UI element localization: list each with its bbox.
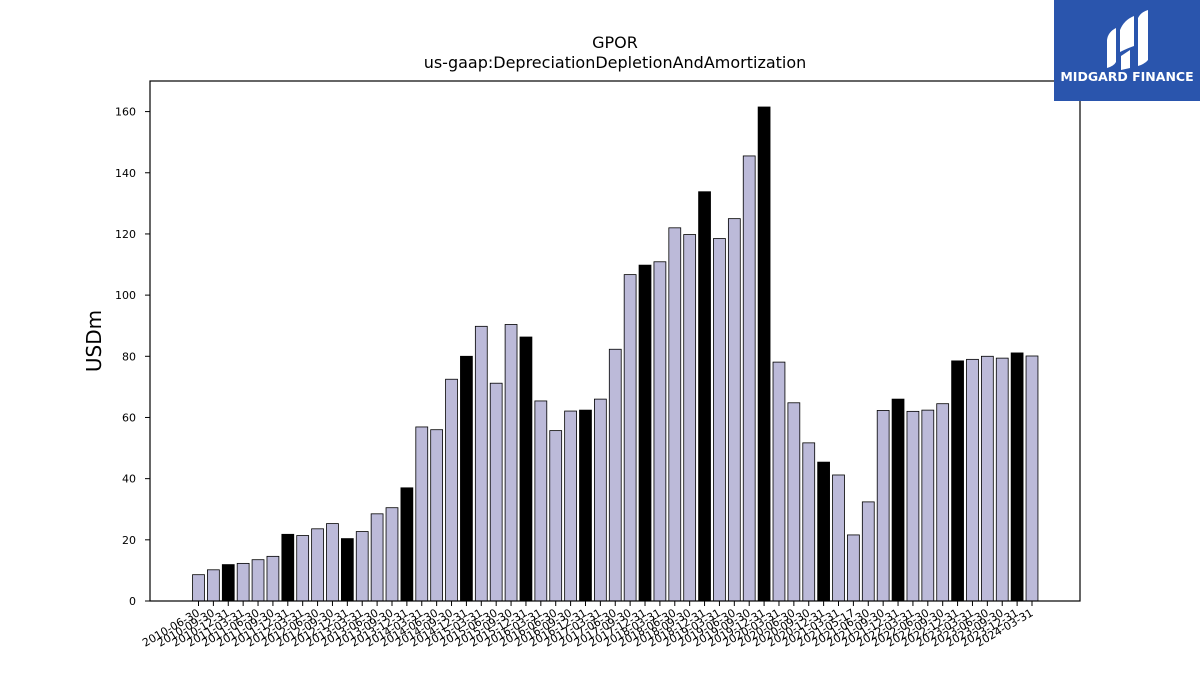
bar-2021-05-17 — [847, 534, 860, 602]
y-tick-label: 100 — [115, 289, 136, 302]
y-ticks-group: 0 20 40 60 80 100 120 140 160 — [115, 106, 150, 608]
y-tick-label: 20 — [122, 534, 136, 547]
bar-2023-09-30 — [995, 357, 1009, 602]
bar-2021-09-30 — [876, 410, 890, 602]
bar-2015-12-31 — [519, 336, 533, 602]
y-tick-label: 0 — [129, 595, 136, 608]
bar-2019-09-30 — [742, 155, 756, 602]
bars-group — [192, 106, 1039, 602]
bar-2018-12-31 — [698, 191, 711, 602]
bar-2020-06-30 — [787, 402, 801, 602]
bar-2012-09-30 — [326, 523, 339, 602]
midgard-logo-icon — [1107, 10, 1148, 70]
bar-2017-03-31 — [594, 398, 607, 602]
bar-2016-12-31 — [579, 409, 592, 602]
bar-2016-03-31 — [534, 400, 548, 602]
bar-2012-12-31 — [340, 538, 354, 602]
bar-2017-06-30 — [608, 348, 622, 602]
bar-2011-06-30 — [251, 559, 265, 602]
bar-2020-12-31 — [817, 461, 830, 602]
bar-2015-09-30 — [504, 324, 518, 602]
bar-2015-06-30 — [489, 382, 503, 602]
y-axis-label: USDm — [82, 310, 106, 372]
y-tick-label: 80 — [122, 350, 136, 363]
bar-2014-06-30 — [430, 429, 444, 602]
bar-2013-03-31 — [355, 531, 369, 602]
bar-2018-09-30 — [683, 234, 697, 602]
brand-logo[interactable]: MIDGARD FINANCE — [1054, 0, 1200, 101]
brand-logo-background — [1054, 0, 1200, 101]
bar-2015-03-31 — [474, 325, 488, 602]
y-tick-label: 160 — [115, 106, 136, 119]
y-tick-label: 60 — [122, 411, 136, 424]
bar-2017-12-31 — [638, 264, 652, 602]
bar-2014-03-31 — [415, 426, 429, 602]
chart-title: GPOR — [592, 33, 638, 52]
bar-2013-06-30 — [370, 513, 384, 602]
bar-2023-12-31 — [1010, 352, 1024, 602]
bar-2022-12-31 — [951, 360, 964, 602]
bar-2011-12-31 — [281, 533, 295, 602]
bar-2014-09-30 — [445, 378, 458, 602]
bar-2013-12-31 — [400, 487, 414, 602]
bar-2011-03-31 — [236, 562, 250, 602]
plot-frame — [149, 80, 1081, 602]
bar-2022-09-30 — [936, 403, 950, 602]
bar-2010-12-31 — [221, 564, 235, 602]
bar-2012-06-30 — [311, 528, 324, 602]
brand-name: MIDGARD FINANCE — [1060, 69, 1193, 84]
bar-2023-06-30 — [980, 355, 994, 602]
bar-2010-09-30 — [207, 569, 220, 602]
bar-2018-03-31 — [653, 261, 667, 602]
y-tick-label: 140 — [115, 167, 136, 180]
bar-2021-12-31 — [891, 398, 905, 602]
chart-subtitle: us-gaap:DepreciationDepletionAndAmortiza… — [424, 53, 807, 72]
bar-2019-06-30 — [727, 218, 741, 602]
bar-2021-06-30 — [861, 501, 875, 602]
x-ticks-group: 2010-06-302010-09-302010-12-312011-03-31… — [140, 601, 1036, 650]
bar-2011-09-30 — [266, 555, 280, 602]
bar-2013-09-30 — [385, 507, 399, 602]
bar-2016-09-30 — [564, 410, 577, 602]
y-tick-label: 40 — [122, 473, 136, 486]
bar-2020-03-31 — [772, 361, 786, 602]
bar-2019-03-31 — [713, 238, 726, 602]
bar-2023-03-31 — [966, 358, 979, 602]
bar-2014-12-31 — [460, 355, 473, 602]
bar-2010-06-30 — [192, 574, 205, 602]
bar-2019-12-31 — [757, 106, 771, 602]
bar-2016-06-30 — [549, 430, 563, 602]
y-tick-label: 120 — [115, 228, 136, 241]
bar-2017-09-30 — [623, 274, 637, 602]
bar-2024-03-31 — [1025, 355, 1039, 602]
bar-2022-06-30 — [921, 409, 935, 602]
bar-2018-06-30 — [668, 227, 682, 602]
bar-2020-09-30 — [802, 442, 816, 602]
bar-2021-03-31 — [832, 474, 845, 602]
bar-2012-03-31 — [296, 535, 310, 602]
bar-2022-03-31 — [906, 410, 920, 602]
